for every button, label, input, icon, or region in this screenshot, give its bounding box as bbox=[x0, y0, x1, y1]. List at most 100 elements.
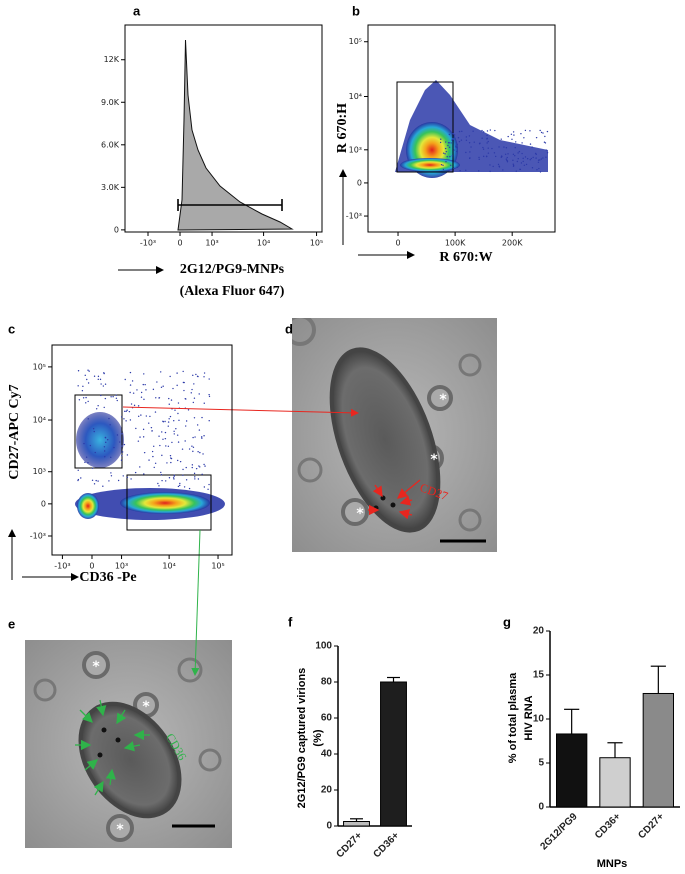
x-axis-label: (Alexa Fluor 647) bbox=[180, 284, 285, 299]
event-dot bbox=[139, 466, 141, 468]
event-dot bbox=[178, 419, 180, 422]
event-dot bbox=[176, 372, 178, 374]
event-dot bbox=[446, 155, 448, 158]
event-dot bbox=[442, 164, 444, 167]
event-dot bbox=[465, 136, 468, 138]
event-dot bbox=[546, 130, 549, 133]
event-dot bbox=[512, 131, 515, 133]
x-tick-label: 0 bbox=[395, 239, 400, 248]
event-dot bbox=[157, 482, 159, 485]
event-dot bbox=[208, 420, 210, 422]
y-tick-label: 9.0K bbox=[101, 98, 120, 107]
event-dot bbox=[143, 473, 145, 475]
x-tick-label: 10⁵ bbox=[211, 562, 224, 571]
event-dot bbox=[172, 387, 174, 390]
event-dot bbox=[177, 402, 180, 404]
event-dot bbox=[482, 148, 485, 150]
event-dot bbox=[145, 415, 148, 417]
event-dot bbox=[522, 160, 524, 163]
plot-frame bbox=[124, 24, 323, 233]
event-dot bbox=[170, 457, 172, 459]
event-dot bbox=[193, 472, 196, 475]
event-dot bbox=[199, 466, 201, 468]
event-dot bbox=[152, 388, 155, 391]
event-dot bbox=[452, 133, 454, 135]
event-dot bbox=[149, 415, 151, 418]
y-tick-label: 40 bbox=[321, 749, 333, 760]
event-dot bbox=[512, 163, 514, 165]
event-dot bbox=[160, 371, 162, 373]
event-dot bbox=[456, 166, 459, 169]
event-dot bbox=[194, 476, 196, 478]
x-tick-label: 200K bbox=[502, 239, 523, 248]
event-dot bbox=[102, 485, 104, 487]
event-dot bbox=[177, 485, 180, 488]
event-dot bbox=[444, 147, 447, 150]
event-dot bbox=[451, 155, 454, 157]
event-dot bbox=[445, 150, 448, 153]
y-tick-label: 10⁴ bbox=[349, 92, 362, 101]
event-dot bbox=[504, 153, 507, 155]
event-dot bbox=[497, 163, 500, 166]
event-dot bbox=[440, 138, 442, 140]
event-dot bbox=[455, 146, 457, 148]
event-dot bbox=[130, 403, 133, 405]
event-dot bbox=[192, 374, 194, 377]
event-dot bbox=[465, 169, 467, 172]
asterisk: * bbox=[356, 506, 364, 522]
event-dot bbox=[152, 455, 154, 458]
event-dot bbox=[185, 466, 187, 469]
event-dot bbox=[104, 436, 107, 439]
event-dot bbox=[542, 132, 544, 134]
event-dot bbox=[84, 461, 86, 464]
asterisk: * bbox=[116, 822, 124, 838]
event-dot bbox=[481, 129, 483, 132]
event-dot bbox=[168, 477, 171, 479]
event-dot bbox=[103, 450, 106, 452]
y-tick-label: 0 bbox=[357, 178, 362, 187]
event-dot bbox=[191, 466, 193, 469]
event-dot bbox=[537, 159, 540, 161]
event-dot bbox=[203, 376, 205, 378]
event-dot bbox=[142, 428, 145, 431]
event-dot bbox=[134, 471, 137, 474]
plot-frame bbox=[367, 24, 556, 233]
event-dot bbox=[123, 418, 125, 420]
event-dot bbox=[164, 420, 166, 423]
event-dot bbox=[80, 477, 82, 479]
event-dot bbox=[110, 475, 113, 477]
event-dot bbox=[468, 142, 471, 144]
event-dot bbox=[544, 135, 546, 138]
bar bbox=[556, 733, 588, 808]
event-dot bbox=[531, 167, 534, 169]
event-dot bbox=[196, 375, 199, 378]
event-dot bbox=[187, 409, 190, 411]
event-dot bbox=[87, 418, 89, 420]
event-dot bbox=[512, 159, 514, 162]
event-dot bbox=[523, 137, 525, 139]
event-dot bbox=[439, 141, 442, 144]
event-dot bbox=[506, 159, 508, 162]
event-dot bbox=[487, 147, 489, 149]
event-dot bbox=[161, 431, 163, 433]
event-dot bbox=[182, 474, 184, 477]
y-tick-label: 10⁴ bbox=[33, 416, 46, 425]
event-dot bbox=[191, 464, 194, 466]
event-dot bbox=[532, 156, 534, 159]
panel-letter: a bbox=[133, 3, 141, 18]
event-dot bbox=[110, 396, 112, 398]
event-dot bbox=[158, 485, 160, 487]
event-dot bbox=[489, 170, 491, 173]
event-dot bbox=[456, 146, 458, 149]
event-dot bbox=[188, 448, 191, 450]
x-tick-label: CD36+ bbox=[593, 811, 623, 841]
event-dot bbox=[168, 418, 170, 420]
event-dot bbox=[129, 419, 132, 421]
event-dot bbox=[442, 152, 445, 154]
event-dot bbox=[87, 400, 89, 403]
event-dot bbox=[136, 389, 138, 391]
event-dot bbox=[148, 459, 150, 461]
event-dot bbox=[100, 394, 102, 397]
y-tick-label: 0 bbox=[326, 821, 332, 832]
